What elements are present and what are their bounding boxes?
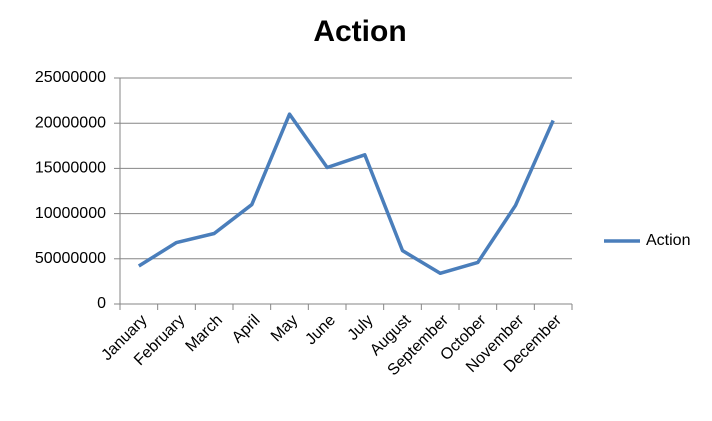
y-tick-label: 10000000: [35, 205, 106, 222]
x-tick-label: April: [229, 312, 264, 347]
y-tick-label: 25000000: [35, 69, 106, 86]
y-tick-label: 20000000: [35, 114, 106, 131]
x-tick-label: May: [268, 312, 301, 345]
x-tick-label: June: [302, 312, 339, 349]
x-tick-label: March: [183, 312, 226, 355]
y-tick-label: 50000000: [35, 250, 106, 267]
line: [137, 112, 555, 276]
y-tick-label: 15000000: [35, 160, 106, 177]
legend-label: Action: [646, 232, 690, 249]
x-tick-label: July: [345, 312, 377, 344]
chart-title: Action: [313, 15, 406, 48]
y-tick-label: 0: [97, 295, 106, 312]
